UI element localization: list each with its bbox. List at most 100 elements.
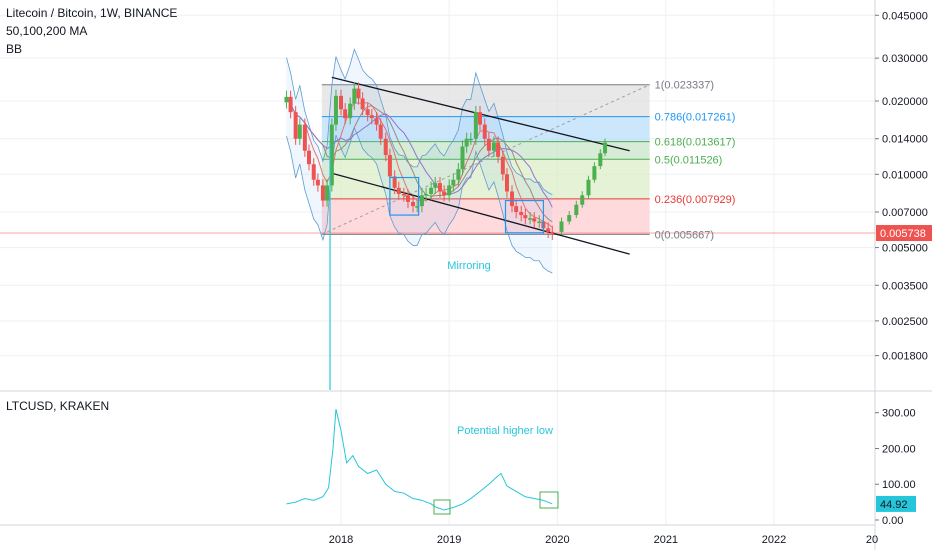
candle-body — [329, 124, 334, 186]
candle-body — [311, 164, 316, 180]
time-axis: 2018 2019 2020 2021 2022 20 — [0, 524, 878, 546]
candle-body — [424, 194, 429, 196]
candle-body — [500, 156, 505, 175]
fib-zone — [321, 198, 650, 235]
candle-body — [468, 138, 473, 141]
candle-body — [437, 183, 442, 192]
candle-body — [378, 124, 383, 139]
ltcusd-line — [286, 409, 553, 511]
candle-body — [302, 124, 307, 151]
candle-body — [339, 95, 343, 110]
lower-pane-title: LTCUSD, KRAKEN — [6, 399, 110, 413]
candle-body — [433, 183, 438, 188]
candle-body — [477, 112, 482, 125]
mirror-box-2 — [504, 199, 545, 234]
candle-body — [405, 195, 410, 202]
projection-candles — [559, 138, 608, 235]
fib-zone — [321, 141, 650, 160]
candle-body — [356, 88, 361, 99]
candle-body — [523, 215, 528, 219]
candle-body — [320, 185, 325, 201]
fib-label-0.618: 0.618(0.013617) — [655, 137, 736, 149]
candle-body — [360, 98, 365, 110]
y-tick-label: 0.005000 — [882, 243, 928, 255]
fib-trend-line — [321, 84, 650, 235]
candle-body — [451, 179, 456, 186]
price-axes: 0.045000 0.030000 0.020000 0.014000 0.010000… — [875, 10, 932, 527]
candle-body — [411, 201, 416, 207]
candle-body — [442, 191, 447, 196]
candle-body — [325, 185, 330, 201]
x-tick-label: 2022 — [762, 534, 786, 546]
x-tick-label: 2021 — [654, 534, 678, 546]
y-tick-label: 0.020000 — [882, 96, 928, 108]
lower-box-1 — [433, 499, 451, 515]
bb-indicator-label[interactable]: BB — [6, 42, 23, 56]
candle-body — [464, 138, 469, 147]
y-tick-label: 0.001800 — [882, 351, 928, 363]
fib-label-0.786: 0.786(0.017261) — [655, 112, 736, 124]
y-tick-label: 0.030000 — [882, 53, 928, 65]
ltc-value-badge — [876, 495, 916, 512]
candle-body — [537, 221, 542, 223]
candle-body — [482, 124, 487, 139]
candle-body — [550, 231, 555, 234]
candle-body — [491, 142, 496, 151]
y-tick-label: 0.002500 — [882, 316, 928, 328]
candle-body — [486, 138, 491, 151]
candle-body — [519, 212, 524, 216]
lower-box-2 — [539, 491, 559, 509]
candle-body — [510, 191, 515, 207]
y-tick-label: 0.003500 — [882, 280, 928, 292]
candle-body — [401, 194, 406, 196]
candle-body — [293, 112, 298, 139]
candle-body — [456, 169, 461, 180]
price-candles — [284, 82, 555, 390]
candle-body — [396, 187, 401, 195]
candle-body — [460, 146, 465, 170]
candle-body — [284, 96, 289, 103]
fib-label-0: 0(0.005667) — [655, 229, 714, 241]
symbol-title: Litecoin / Bitcoin, 1W, BINANCE — [6, 6, 178, 20]
fib-labels: 1(0.023337) 0.786(0.017261) 0.618(0.013617… — [655, 80, 736, 242]
ma-indicator-label[interactable]: 50,100,200 MA — [6, 24, 88, 38]
ltcusd-pane: Potential higher low — [286, 409, 559, 515]
lower-y-tick-label: 300.00 — [882, 408, 916, 420]
ltc-value-label: 44.92 — [880, 499, 908, 511]
candle-body — [352, 88, 357, 104]
candle-body — [429, 187, 434, 195]
candle-body — [348, 103, 353, 119]
lower-y-tick-label: 200.00 — [882, 443, 916, 455]
candle-body — [365, 109, 370, 116]
y-tick-label: 0.045000 — [882, 10, 928, 22]
candle-body — [514, 206, 519, 213]
fib-label-0.236: 0.236(0.007929) — [655, 194, 736, 206]
last-price-badge — [876, 225, 932, 242]
annotation-mirroring: Mirroring — [447, 260, 490, 272]
candle-body — [315, 179, 320, 186]
mirror-boxes: Mirroring — [389, 176, 545, 272]
candle-body — [546, 228, 551, 232]
fib-label-1: 1(0.023337) — [655, 80, 714, 92]
candle-body — [447, 185, 452, 196]
candle-body — [383, 138, 388, 156]
x-tick-label: 20 — [866, 534, 878, 546]
last-price-label: 0.005738 — [880, 228, 926, 240]
y-tick-label: 0.014000 — [882, 134, 928, 146]
y-tick-label: 0.007000 — [882, 207, 928, 219]
candle-body — [306, 150, 311, 165]
fib-label-0.5: 0.5(0.011526) — [655, 154, 723, 166]
mirror-box-1 — [389, 176, 420, 216]
candle-body — [288, 96, 293, 113]
candle-body — [343, 109, 348, 119]
fib-zone — [321, 84, 650, 117]
x-tick-label: 2020 — [545, 534, 569, 546]
x-tick-label: 2018 — [329, 534, 353, 546]
candle-body — [419, 195, 424, 207]
lower-y-tick-label: 0.00 — [882, 515, 903, 527]
candle-body — [528, 218, 533, 220]
candle-body — [415, 206, 420, 208]
